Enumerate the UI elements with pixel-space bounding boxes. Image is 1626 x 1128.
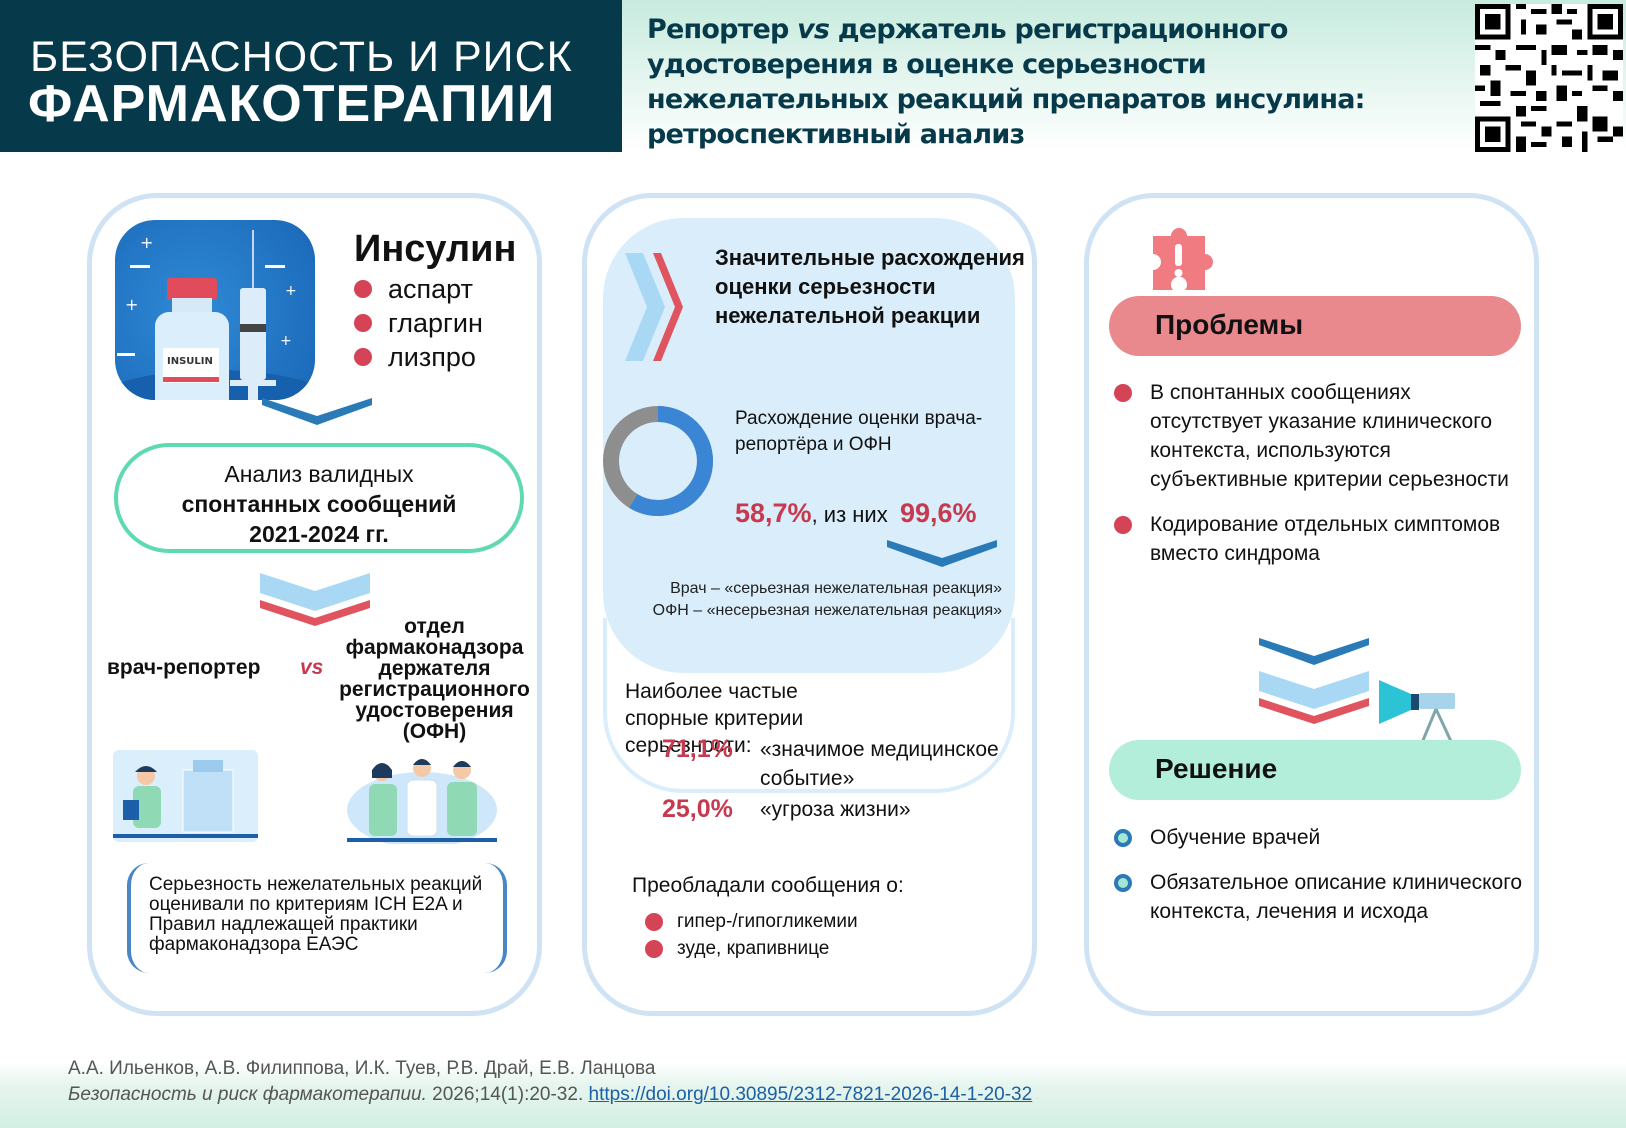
svg-text:+: + (285, 283, 297, 299)
svg-text:+: + (280, 333, 292, 349)
svg-text:+: + (140, 233, 153, 252)
journal-name-line2: ФАРМАКОТЕРАПИИ (28, 75, 556, 133)
title-part1: Репортер (647, 14, 798, 45)
doctor-reporter-illustration-icon (113, 750, 258, 842)
title-part2: держатель регистрационного удостоверения… (647, 14, 1365, 150)
citation-ref: 2026;14(1):20-32. (426, 1084, 589, 1105)
solution-header: Решение (1109, 740, 1521, 800)
criteria-note: Серьезность нежелательных реакций оценив… (127, 863, 507, 973)
bullet-icon (1114, 516, 1132, 534)
solution-text: Обучение врачей (1150, 826, 1321, 849)
title-banner: Репортер vs держатель регистрационного у… (622, 0, 1626, 152)
insulin-type: гларгин (388, 308, 483, 338)
problem-text: В спонтанных сообщениях отсутствует указ… (1150, 381, 1509, 491)
chevron-down-icon (262, 398, 372, 425)
analysis-box: Анализ валидных спонтанных сообщений 202… (114, 443, 524, 553)
solutions-list: Обучение врачей Обязательное описание кл… (1114, 823, 1524, 942)
solution-text: Обязательное описание клинического конте… (1150, 871, 1523, 923)
analysis-line3: 2021-2024 гг. (249, 521, 389, 547)
problems-title: Проблемы (1155, 309, 1304, 340)
card-conclusions: Проблемы В спонтанных сообщениях отсутст… (1084, 193, 1539, 1016)
insulin-title: Инсулин (354, 228, 517, 270)
bullet-icon (354, 280, 372, 298)
article-title: Репортер vs держатель регистрационного у… (647, 12, 1447, 152)
criteria-label: «угроза жизни» (760, 798, 911, 821)
problem-text: Кодирование отдельных симптомов вместо с… (1150, 513, 1501, 565)
of-them-label: , из них (811, 502, 888, 527)
frequent-criteria-title: Наиболее частые спорные критерии серьезн… (625, 680, 804, 757)
bullet-icon (1114, 384, 1132, 402)
triple-chevron-down-icon (1259, 638, 1369, 724)
list-item: аспарт (354, 272, 483, 306)
card-results: Значительные расхождения оценки серьезно… (582, 193, 1037, 1016)
puzzle-warning-icon (1153, 228, 1213, 290)
reporter-label: врач-репортер (107, 656, 261, 679)
pharmacovigilance-team-illustration-icon (347, 748, 497, 848)
citation: Безопасность и риск фармакотерапии. 2026… (68, 1084, 1032, 1106)
vs-label: vs (300, 656, 324, 679)
analysis-line2: спонтанных сообщений (181, 491, 457, 517)
double-chevron-down-icon (260, 573, 370, 626)
authors: А.А. Ильенков, А.В. Филиппова, И.К. Туев… (68, 1058, 656, 1079)
bullet-icon (645, 912, 663, 931)
list-item: лизпро (354, 340, 483, 374)
title-vs: vs (797, 14, 830, 45)
insulin-type: аспарт (388, 274, 473, 304)
holder-label: отдел фармаконадзора держателя регистрац… (339, 615, 530, 743)
criteria-pct: 71,1% (662, 735, 733, 763)
card-method: + + + + INSULIN Инсулин аспарт гларгин л… (87, 193, 542, 1016)
prevailing-list: гипер-/гипогликемии зуде, крапивнице (645, 908, 858, 962)
results-heading: Значительные расхождения оценки серьезно… (715, 245, 1025, 328)
criteria-label: «значимое медицинское событие» (760, 738, 999, 790)
analysis-line1: Анализ валидных (224, 461, 414, 487)
list-item: зуде, крапивнице (645, 935, 858, 962)
prevailing-item: гипер-/гипогликемии (677, 911, 858, 932)
solution-title: Решение (1155, 753, 1278, 784)
journal-name-line1: БЕЗОПАСНОСТЬ И РИСК (30, 33, 573, 81)
list-item: гларгин (354, 306, 483, 340)
list-item: Кодирование отдельных симптомов вместо с… (1114, 510, 1524, 568)
prevailing-item: зуде, крапивнице (677, 938, 830, 959)
bullet-icon (645, 939, 663, 958)
ofn-assessment: ОФН – «несерьезная нежелательная реакция… (652, 602, 1002, 619)
prevailing-title: Преобладали сообщения о: (632, 874, 904, 897)
discrepancy-values: 58,7%, из них 99,6% (735, 498, 977, 529)
discrepancy-donut-chart (603, 406, 713, 516)
vial-label: INSULIN (167, 356, 213, 367)
list-item: В спонтанных сообщениях отсутствует указ… (1114, 378, 1524, 494)
list-item: Обязательное описание клинического конте… (1114, 868, 1524, 926)
insulin-vial-syringe-icon: + + + + INSULIN (115, 220, 315, 400)
problems-list: В спонтанных сообщениях отсутствует указ… (1114, 378, 1524, 584)
svg-text:+: + (125, 295, 138, 314)
journal-logo: БЕЗОПАСНОСТЬ И РИСК ФАРМАКОТЕРАПИИ (0, 0, 622, 152)
criteria-pct: 25,0% (662, 795, 733, 823)
discrepancy-label: Расхождение оценки врача-репортёра и ОФН (735, 408, 983, 455)
insulin-type: лизпро (388, 342, 476, 372)
discrepancy-pct: 58,7% (735, 498, 812, 528)
bullet-ring-icon (1114, 829, 1132, 847)
criteria-panel (603, 618, 1015, 793)
bullet-icon (354, 348, 372, 366)
bullet-ring-icon (1114, 874, 1132, 892)
list-item: Обучение врачей (1114, 823, 1524, 852)
chevron-right-icon (625, 253, 683, 361)
journal-name: Безопасность и риск фармакотерапии. (68, 1084, 427, 1105)
qr-code-icon[interactable] (1475, 4, 1623, 152)
doi-link[interactable]: https://doi.org/10.30895/2312-7821-2026-… (588, 1084, 1033, 1105)
chevron-down-icon (887, 540, 997, 567)
of-them-pct: 99,6% (899, 498, 977, 528)
criteria-row: 25,0% «угроза жизни» (662, 795, 911, 824)
problems-header: Проблемы (1109, 296, 1521, 356)
doctor-assessment: Врач – «серьезная нежелательная реакция» (670, 580, 1002, 597)
comparison-row: врач-репортер vs отдел фармаконадзора де… (92, 616, 537, 756)
insulin-types-list: аспарт гларгин лизпро (354, 272, 483, 374)
list-item: гипер-/гипогликемии (645, 908, 858, 935)
assessment-comparison: Врач – «серьезная нежелательная реакция»… (597, 578, 1002, 622)
citation-footer: А.А. Ильенков, А.В. Филиппова, И.К. Туев… (0, 1058, 1626, 1128)
bullet-icon (354, 314, 372, 332)
criteria-row: 71,1% «значимое медицинское событие» (662, 735, 1025, 793)
